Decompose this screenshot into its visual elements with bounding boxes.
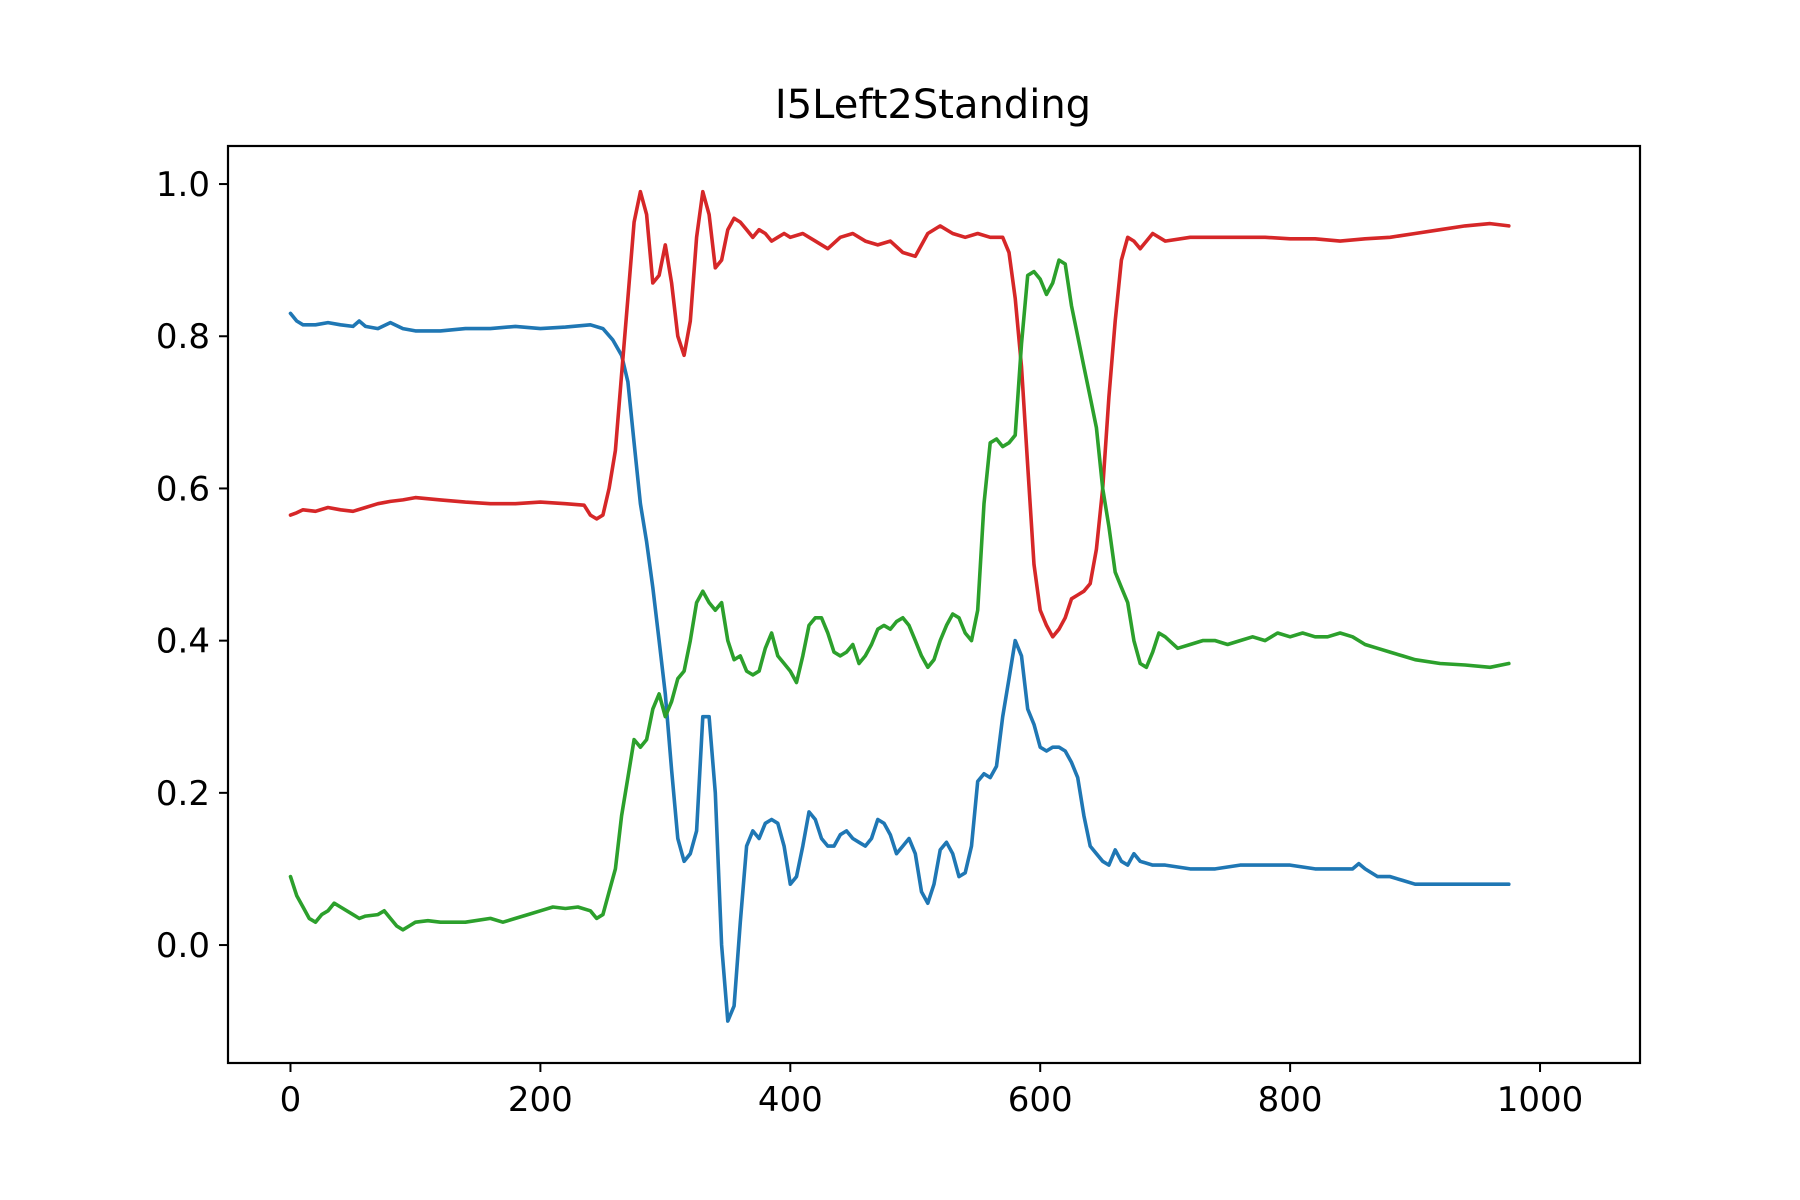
plot-frame [226, 144, 1642, 1065]
x-tick-label: 0 [280, 1080, 302, 1120]
x-tick-label: 200 [508, 1080, 573, 1120]
y-tick-label: 0.4 [156, 622, 210, 662]
y-tick-label: 0.0 [156, 926, 210, 966]
y-tick-label: 1.0 [156, 165, 210, 205]
series-layer [288, 189, 1511, 1023]
y-axis: 0.0 0.2 0.4 0.6 0.8 1.0 [156, 165, 228, 966]
x-tick-label: 600 [1008, 1080, 1073, 1120]
y-tick-label: 0.8 [156, 317, 210, 357]
x-tick-label: 400 [758, 1080, 823, 1120]
series-line-2 [288, 189, 1511, 639]
x-tick-label: 800 [1258, 1080, 1323, 1120]
x-tick-label: 1000 [1497, 1080, 1584, 1120]
chart-title: I5Left2Standing [775, 82, 1091, 128]
series-line-3 [288, 258, 1511, 932]
series-line-1 [288, 311, 1511, 1023]
y-tick-label: 0.6 [156, 469, 210, 509]
y-tick-label: 0.2 [156, 774, 210, 814]
x-axis: 0 200 400 600 800 1000 [280, 1063, 1584, 1120]
